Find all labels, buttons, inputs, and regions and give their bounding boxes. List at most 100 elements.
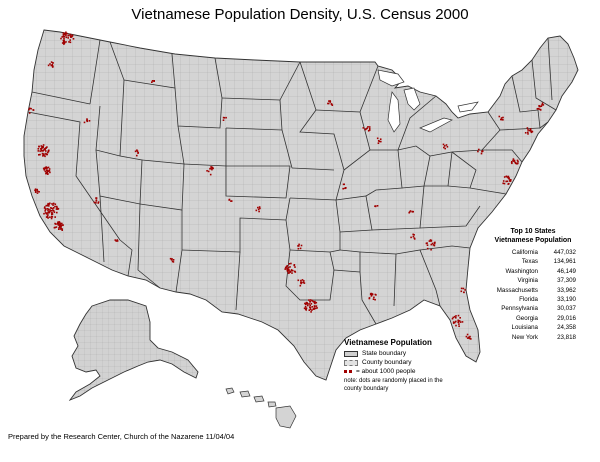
population-dot — [286, 270, 289, 272]
population-dot — [44, 170, 47, 173]
population-dot — [300, 282, 302, 285]
population-dot — [57, 222, 59, 224]
population-dot — [367, 126, 369, 128]
population-dot — [68, 41, 70, 43]
population-dot — [48, 169, 51, 172]
population-dot — [51, 212, 53, 214]
population-dot — [65, 36, 68, 39]
population-dot — [51, 213, 54, 215]
population-dot — [443, 145, 446, 147]
population-dot — [63, 43, 65, 45]
population-dot — [443, 146, 445, 149]
population-dot — [503, 182, 506, 185]
population-dot — [153, 80, 155, 82]
population-dot — [289, 271, 292, 273]
population-dot — [60, 225, 63, 227]
population-dot — [374, 298, 376, 301]
population-dot — [287, 272, 290, 274]
population-dot — [455, 317, 457, 319]
population-dot — [230, 200, 232, 202]
population-dot — [51, 203, 53, 205]
population-dot — [258, 210, 260, 213]
population-dot — [507, 177, 510, 179]
population-dot — [290, 270, 293, 272]
population-dot — [47, 64, 50, 67]
population-dot — [445, 144, 448, 146]
table-row: California 447,032 — [486, 248, 576, 257]
population-dot — [49, 171, 51, 174]
population-dot — [49, 63, 51, 65]
population-dot — [297, 245, 299, 247]
population-dot — [530, 130, 533, 133]
population-dot — [530, 131, 533, 134]
population-dot — [45, 147, 47, 149]
population-dot — [470, 338, 472, 340]
population-dot — [368, 126, 371, 128]
state-name: Virginia — [517, 277, 538, 285]
population-dot — [255, 209, 258, 212]
population-dot — [136, 150, 139, 152]
population-dot — [315, 301, 318, 304]
population-dot — [309, 306, 311, 308]
population-dot — [434, 241, 436, 244]
population-dot — [330, 103, 333, 105]
population-dot — [61, 36, 63, 38]
population-dot — [151, 81, 153, 83]
population-dot — [45, 166, 47, 168]
population-dot — [425, 242, 428, 245]
population-dot — [114, 239, 117, 241]
population-dot — [65, 41, 67, 43]
population-dot — [542, 104, 545, 106]
population-dot — [502, 182, 504, 185]
state-name: California — [511, 249, 538, 256]
population-dot — [457, 314, 460, 317]
population-dot — [65, 34, 67, 37]
population-dot — [171, 258, 173, 260]
population-dot — [452, 321, 455, 323]
population-dot — [366, 127, 368, 130]
population-dot — [462, 287, 465, 290]
population-dot — [28, 112, 31, 114]
population-dots — [28, 31, 545, 340]
state-name: Florida — [519, 296, 538, 304]
population-dot — [136, 149, 138, 151]
population-dot — [527, 133, 529, 135]
population-dot — [460, 290, 463, 293]
state-value: 46,149 — [557, 267, 576, 275]
state-value: 23,818 — [557, 333, 576, 341]
population-dot — [292, 269, 294, 272]
population-dot — [49, 216, 51, 218]
population-dot — [362, 127, 365, 129]
credit-line: Prepared by the Research Center, Church … — [8, 432, 235, 441]
table-row: Pennsylvania 30,037 — [486, 304, 576, 313]
population-dot — [59, 223, 61, 225]
population-dot — [378, 140, 381, 143]
population-dot — [28, 108, 30, 111]
population-dot — [454, 321, 456, 324]
population-dot — [311, 309, 313, 311]
population-dot — [286, 268, 288, 271]
population-dot — [38, 191, 40, 193]
population-dot — [452, 322, 455, 324]
population-dot — [47, 214, 49, 216]
population-dot — [62, 35, 65, 38]
population-dot — [46, 170, 48, 172]
population-dot — [63, 37, 65, 40]
population-dot — [52, 207, 55, 209]
population-dot — [540, 105, 543, 107]
population-dot — [531, 130, 534, 133]
population-dot — [43, 207, 46, 209]
population-dot — [34, 188, 37, 190]
population-dot — [41, 152, 44, 155]
population-dot — [302, 281, 305, 284]
population-dot — [211, 166, 213, 169]
population-dot — [64, 33, 66, 36]
population-dot — [314, 300, 316, 303]
population-dot — [507, 175, 510, 178]
population-dot — [433, 242, 436, 245]
population-dot — [67, 37, 69, 39]
population-dot — [37, 150, 40, 152]
population-dot — [527, 131, 529, 134]
population-dot — [429, 239, 432, 241]
population-dot — [46, 212, 48, 214]
